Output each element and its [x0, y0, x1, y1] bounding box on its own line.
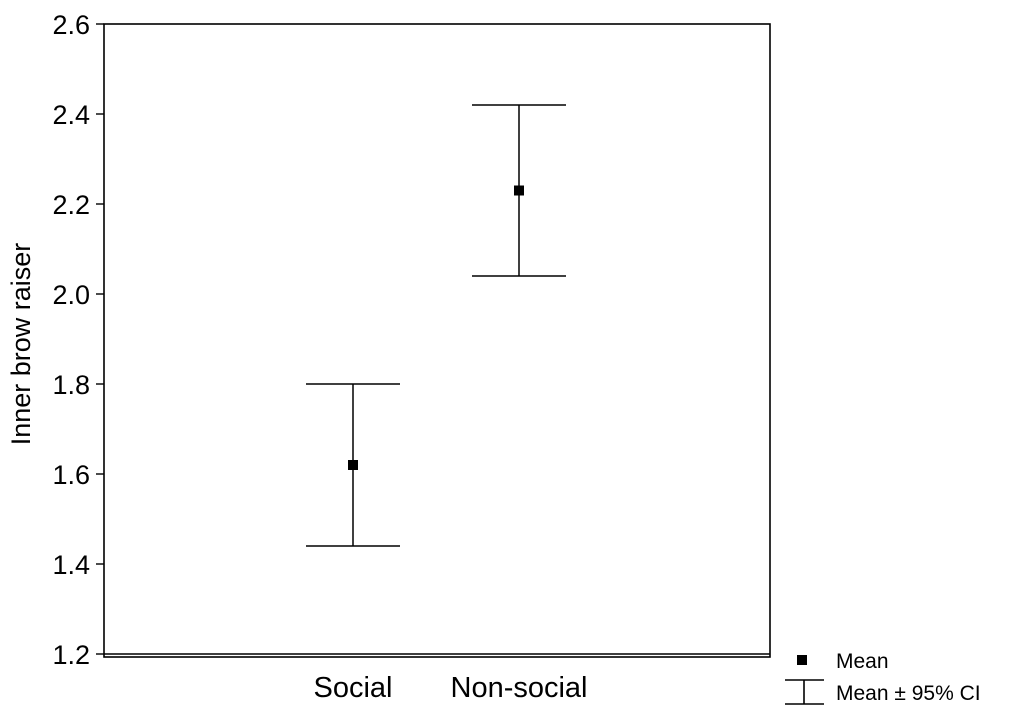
x-category-label: Non-social	[451, 672, 588, 704]
error-bars	[306, 104, 566, 547]
y-tick-label: 1.2	[52, 640, 90, 670]
y-tick-label: 1.4	[52, 550, 90, 580]
plot-frame	[103, 23, 771, 658]
y-tick-label: 1.8	[52, 370, 90, 400]
x-category-label: Social	[314, 672, 393, 704]
y-axis-title: Inner brow raiser	[6, 243, 36, 446]
y-axis-tick-labels: 1.2 1.4 1.6 1.8 2.0 2.2 2.4 2.6	[52, 10, 90, 670]
legend-mean-marker	[797, 655, 807, 665]
y-tick-label: 2.0	[52, 280, 90, 310]
legend-ci-marker	[785, 679, 824, 705]
legend-mean-label: Mean	[836, 650, 889, 673]
mean-point	[514, 185, 524, 196]
y-tick-label: 2.2	[52, 190, 90, 220]
y-tick-label: 1.6	[52, 460, 90, 490]
mean-point	[348, 460, 358, 470]
legend-ci-label: Mean ± 95% CI	[836, 682, 981, 705]
x-axis-category-labels: Social Non-social	[314, 672, 588, 704]
mean-points	[348, 185, 524, 470]
y-tick-label: 2.4	[52, 100, 90, 130]
legend: Mean Mean ± 95% CI	[785, 650, 981, 705]
y-tick-label: 2.6	[52, 10, 90, 40]
y-axis-ticks	[96, 23, 104, 655]
